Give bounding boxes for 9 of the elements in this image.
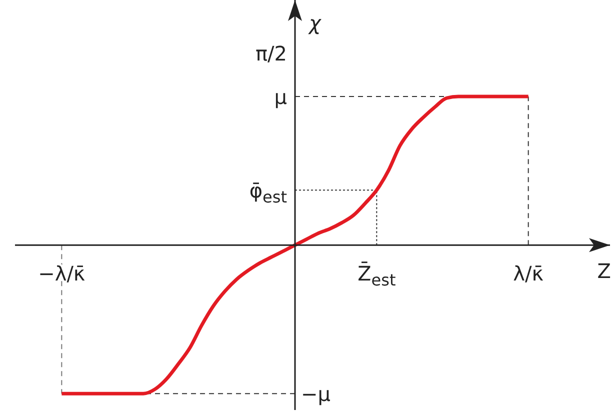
x-axis-title: Z (597, 259, 611, 284)
ref-line-label: φ̄$_{est}$ (249, 178, 287, 206)
ref-line-label: μ (274, 84, 288, 109)
text: π/2 (255, 42, 287, 66)
y-axis-title: χ (308, 11, 322, 35)
x-tick-label: −λ/κ̄ (38, 261, 86, 286)
ref-line-label: −μ (301, 382, 331, 406)
x-tick-label: λ/κ̄ (513, 261, 544, 286)
x-tick-label: Z̄$_{est}$ (358, 261, 396, 290)
